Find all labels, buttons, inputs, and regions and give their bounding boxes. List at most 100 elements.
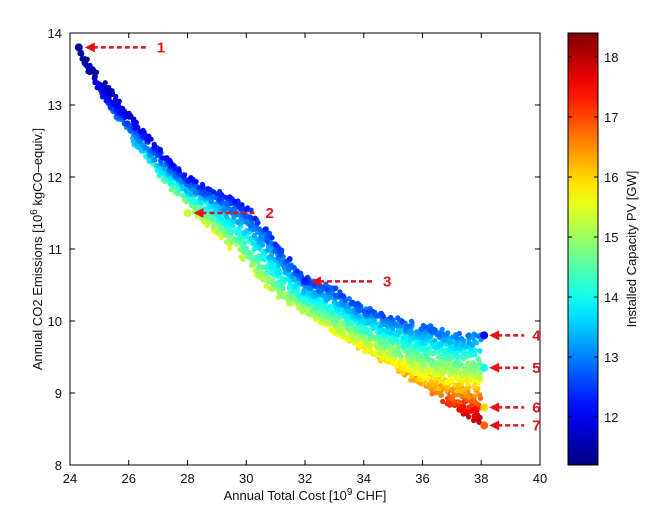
- scatter-point: [477, 348, 483, 354]
- y-tick-label: 14: [48, 26, 62, 41]
- colorbar: [567, 32, 599, 466]
- scatter-point: [460, 355, 466, 361]
- scatter-point: [462, 363, 468, 369]
- x-tick-label: 24: [63, 471, 77, 486]
- scatter-point: [140, 127, 146, 133]
- scatter-point: [444, 365, 450, 371]
- scatter-point: [205, 186, 211, 192]
- scatter-point: [441, 337, 447, 343]
- scatter-point: [361, 308, 367, 314]
- scatter-point: [265, 239, 271, 245]
- arrow-head: [489, 402, 500, 413]
- scatter-point: [262, 226, 268, 232]
- scatter-point: [227, 194, 233, 200]
- scatter-point: [435, 385, 441, 391]
- scatter-point: [465, 381, 471, 387]
- scatter-point: [472, 393, 478, 399]
- scatter-point: [262, 257, 268, 263]
- x-tick-label: 40: [533, 471, 547, 486]
- scatter-point: [272, 248, 278, 254]
- scatter-point: [287, 256, 293, 262]
- callout-label: 2: [266, 205, 274, 222]
- scatter-point: [438, 371, 445, 377]
- scatter-point: [407, 337, 413, 344]
- scatter-point: [472, 399, 478, 405]
- colorbar-tick-label: 13: [604, 350, 618, 365]
- scatter-point: [475, 333, 481, 339]
- scatter-point: [270, 256, 276, 262]
- callout-label: 7: [532, 417, 540, 434]
- scatter-point: [204, 222, 210, 229]
- scatter-point: [428, 323, 434, 329]
- scatter-point: [239, 202, 245, 208]
- scatter-point: [475, 355, 481, 362]
- scatter-point: [218, 224, 224, 230]
- y-axis-label: Annual CO2 Emissions [106 kgCO–equiv.]: [29, 128, 45, 370]
- scatter-point: [408, 330, 414, 336]
- scatter-point: [409, 357, 415, 364]
- scatter-point: [102, 80, 108, 86]
- scatter-point: [466, 332, 472, 338]
- callout-label: 3: [383, 273, 391, 290]
- scatter-point: [332, 286, 338, 292]
- scatter-point: [219, 216, 225, 222]
- arrow-head: [84, 42, 95, 53]
- scatter-point: [466, 394, 472, 400]
- scatter-point: [315, 300, 321, 306]
- scatter-point: [458, 336, 465, 342]
- arrow-head: [489, 362, 500, 373]
- scatter-point: [269, 235, 275, 241]
- scatter-point: [416, 364, 422, 370]
- y-tick-label: 13: [48, 98, 62, 113]
- highlight-point-2: [183, 209, 192, 217]
- scatter-point: [419, 369, 425, 375]
- scatter-point: [250, 240, 256, 246]
- scatter-point: [244, 228, 250, 234]
- scatter-point: [82, 56, 88, 62]
- scatter-point: [472, 369, 478, 375]
- scatter-point: [227, 245, 233, 251]
- scatter-point: [288, 293, 294, 299]
- scatter-point: [427, 327, 433, 334]
- x-tick-label: 34: [357, 471, 371, 486]
- scatter-point: [374, 313, 380, 319]
- y-tick-label: 8: [55, 458, 62, 473]
- highlight-point-5: [480, 363, 489, 372]
- y-tick-label: 11: [49, 242, 63, 257]
- colorbar-tick-label: 16: [604, 170, 618, 185]
- highlight-point-1: [74, 43, 83, 52]
- scatter-point: [408, 342, 414, 348]
- scatter-point: [440, 398, 446, 405]
- scatter-point: [438, 378, 444, 384]
- scatter-point: [379, 327, 385, 333]
- scatter-point: [445, 384, 451, 390]
- y-tick-label: 9: [55, 386, 62, 401]
- callout-2: 2: [193, 205, 274, 222]
- scatter-point: [392, 321, 398, 327]
- scatter-point: [473, 362, 479, 368]
- scatter-point: [324, 286, 330, 292]
- scatter-point: [394, 338, 400, 344]
- callout-label: 6: [532, 399, 540, 416]
- scatter-point: [159, 155, 165, 161]
- scatter-point: [429, 391, 435, 397]
- callout-4: 4: [489, 327, 541, 344]
- scatter-point: [356, 342, 362, 348]
- scatter-point: [422, 348, 428, 354]
- scatter-point: [231, 199, 238, 205]
- scatter-point: [116, 99, 122, 105]
- colorbar-label: Installed Capacity PV [GW]: [624, 171, 639, 328]
- scatter-point: [188, 175, 194, 181]
- scatter-point: [216, 197, 222, 203]
- scatter-point: [465, 360, 471, 366]
- scatter-point: [436, 361, 442, 367]
- scatter-point: [470, 378, 476, 384]
- scatter-point: [404, 341, 410, 347]
- scatter-point: [457, 361, 463, 367]
- callout-3: 3: [311, 273, 391, 290]
- scatter-point: [422, 324, 428, 330]
- scatter-point: [377, 350, 383, 356]
- arrow-head: [311, 276, 321, 287]
- scatter-point: [152, 142, 158, 148]
- y-tick-label: 12: [48, 170, 62, 185]
